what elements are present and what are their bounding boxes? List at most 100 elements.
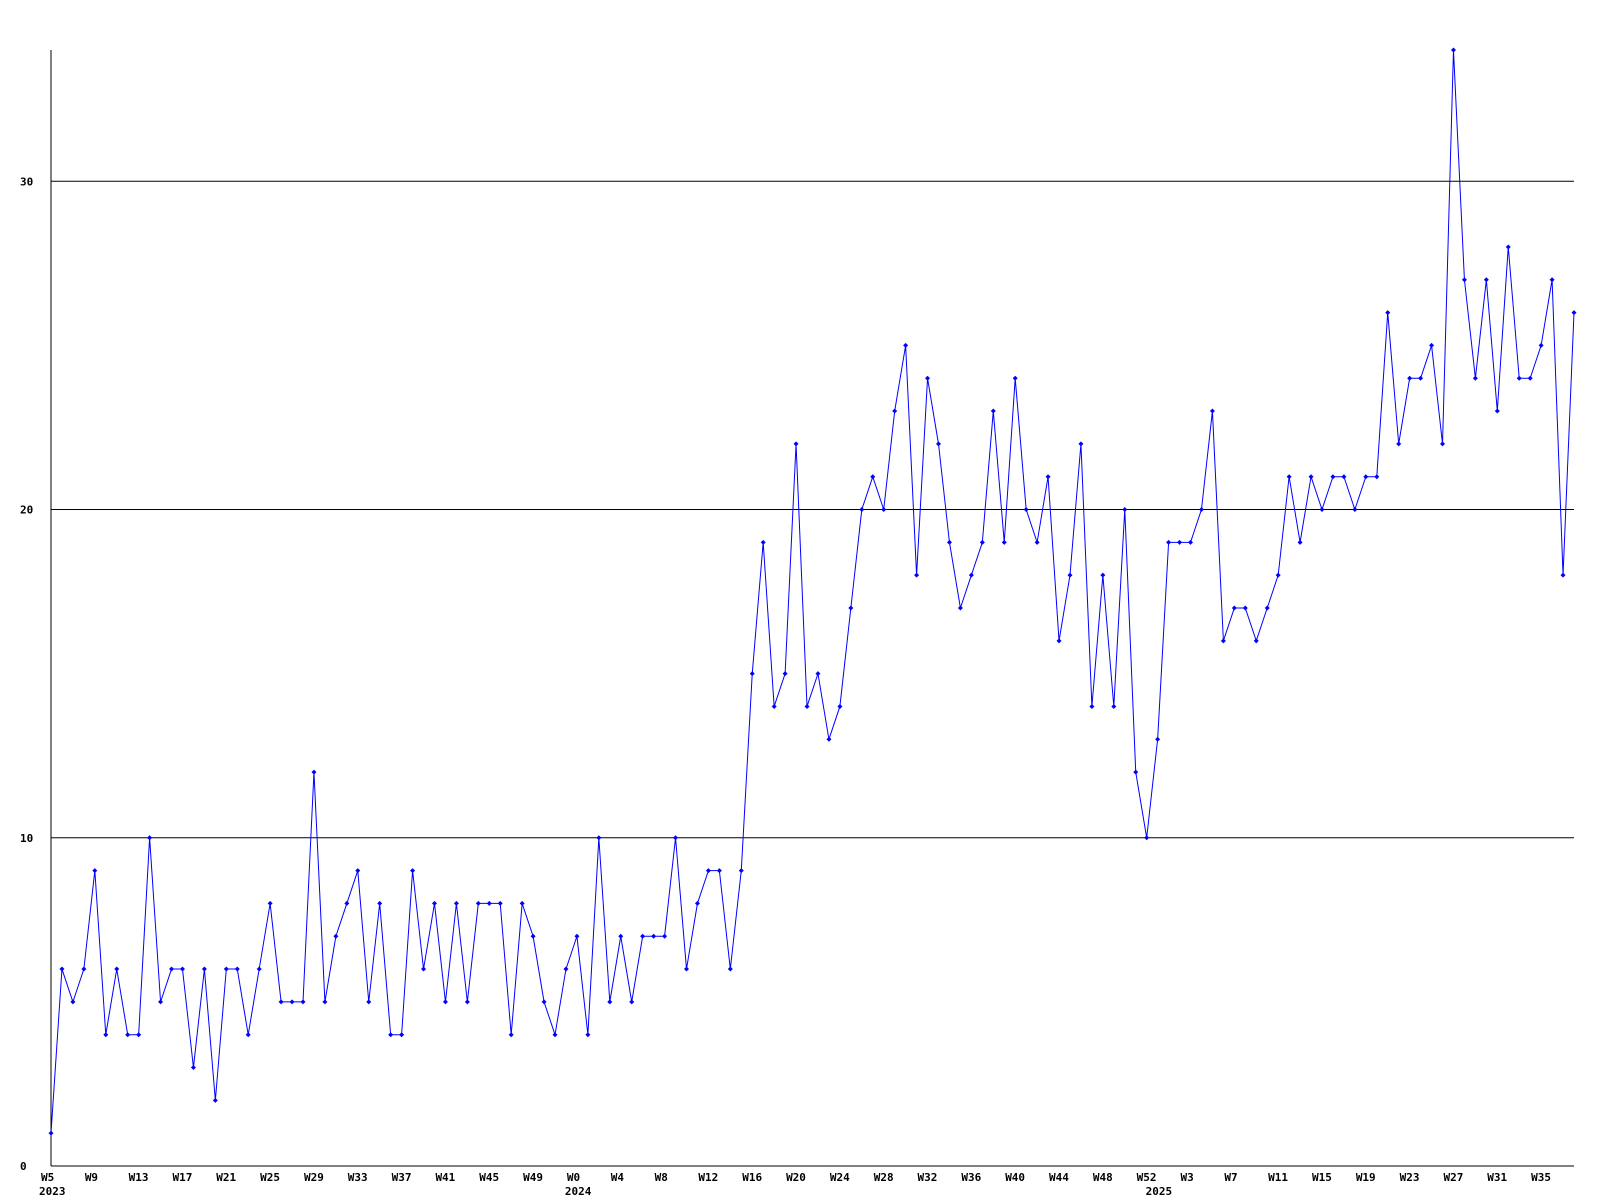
point bbox=[826, 736, 832, 742]
point bbox=[1516, 375, 1522, 381]
point bbox=[300, 999, 306, 1005]
point bbox=[673, 835, 679, 841]
point bbox=[311, 769, 317, 775]
point bbox=[1440, 441, 1446, 447]
x-tick-label: W19 bbox=[1356, 1171, 1376, 1184]
point bbox=[804, 703, 810, 709]
point bbox=[421, 966, 427, 972]
point bbox=[1418, 375, 1424, 381]
x-tick-label: W13 bbox=[129, 1171, 149, 1184]
point bbox=[1122, 507, 1128, 513]
x-tick-label: W52 bbox=[1137, 1171, 1157, 1184]
point bbox=[1275, 572, 1281, 578]
x-year-label: 2023 bbox=[39, 1185, 66, 1198]
point bbox=[453, 900, 459, 906]
point bbox=[278, 999, 284, 1005]
point bbox=[125, 1032, 131, 1038]
point bbox=[1253, 638, 1259, 644]
point bbox=[1001, 539, 1007, 545]
point bbox=[1363, 474, 1369, 480]
point bbox=[179, 966, 185, 972]
x-tick-label: W27 bbox=[1443, 1171, 1463, 1184]
x-tick-label: W28 bbox=[874, 1171, 894, 1184]
point bbox=[114, 966, 120, 972]
point bbox=[760, 539, 766, 545]
line bbox=[50, 49, 1575, 1134]
point bbox=[223, 966, 229, 972]
point bbox=[1538, 342, 1544, 348]
x-tick-label: W24 bbox=[830, 1171, 850, 1184]
y-tick-label: 30 bbox=[20, 175, 33, 188]
point bbox=[990, 408, 996, 414]
x-tick-label: W29 bbox=[304, 1171, 324, 1184]
point bbox=[1220, 638, 1226, 644]
x-tick-label: W31 bbox=[1487, 1171, 1507, 1184]
point bbox=[552, 1032, 558, 1038]
x-tick-label: W3 bbox=[1181, 1171, 1194, 1184]
point bbox=[355, 868, 361, 874]
point bbox=[1319, 507, 1325, 513]
point bbox=[70, 999, 76, 1005]
point bbox=[936, 441, 942, 447]
point bbox=[158, 999, 164, 1005]
x-tick-label: W36 bbox=[961, 1171, 981, 1184]
point bbox=[1155, 736, 1161, 742]
y-tick-label: 10 bbox=[20, 832, 33, 845]
point bbox=[1056, 638, 1062, 644]
point bbox=[92, 868, 98, 874]
point bbox=[629, 999, 635, 1005]
point bbox=[607, 999, 613, 1005]
point bbox=[1089, 703, 1095, 709]
point bbox=[333, 933, 339, 939]
point bbox=[1450, 47, 1456, 53]
point bbox=[1396, 441, 1402, 447]
x-tick-label: W33 bbox=[348, 1171, 368, 1184]
x-year-label: 2025 bbox=[1146, 1185, 1173, 1198]
point bbox=[410, 868, 416, 874]
point bbox=[1385, 310, 1391, 316]
point bbox=[925, 375, 931, 381]
point bbox=[366, 999, 372, 1005]
point bbox=[322, 999, 328, 1005]
point bbox=[903, 342, 909, 348]
y-tick-label: 0 bbox=[20, 1160, 27, 1173]
point bbox=[1374, 474, 1380, 480]
point bbox=[727, 966, 733, 972]
point bbox=[289, 999, 295, 1005]
point bbox=[147, 835, 153, 841]
point bbox=[793, 441, 799, 447]
point bbox=[1341, 474, 1347, 480]
point bbox=[892, 408, 898, 414]
point bbox=[530, 933, 536, 939]
point bbox=[431, 900, 437, 906]
point bbox=[541, 999, 547, 1005]
x-tick-label: W32 bbox=[918, 1171, 938, 1184]
point bbox=[1483, 277, 1489, 283]
point bbox=[881, 507, 887, 513]
point bbox=[190, 1065, 196, 1071]
x-tick-label: W7 bbox=[1224, 1171, 1237, 1184]
point bbox=[914, 572, 920, 578]
point bbox=[738, 868, 744, 874]
x-tick-label: W12 bbox=[698, 1171, 718, 1184]
point bbox=[1461, 277, 1467, 283]
point bbox=[1188, 539, 1194, 545]
point bbox=[662, 933, 668, 939]
point bbox=[486, 900, 492, 906]
x-tick-label: W45 bbox=[479, 1171, 499, 1184]
x-tick-label: W8 bbox=[655, 1171, 668, 1184]
point bbox=[1330, 474, 1336, 480]
point bbox=[1144, 835, 1150, 841]
point bbox=[1494, 408, 1500, 414]
point bbox=[81, 966, 87, 972]
point bbox=[377, 900, 383, 906]
point bbox=[1505, 244, 1511, 250]
x-tick-label: W21 bbox=[216, 1171, 236, 1184]
point bbox=[442, 999, 448, 1005]
point bbox=[618, 933, 624, 939]
point bbox=[771, 703, 777, 709]
point bbox=[1472, 375, 1478, 381]
point bbox=[48, 1130, 54, 1136]
point bbox=[201, 966, 207, 972]
